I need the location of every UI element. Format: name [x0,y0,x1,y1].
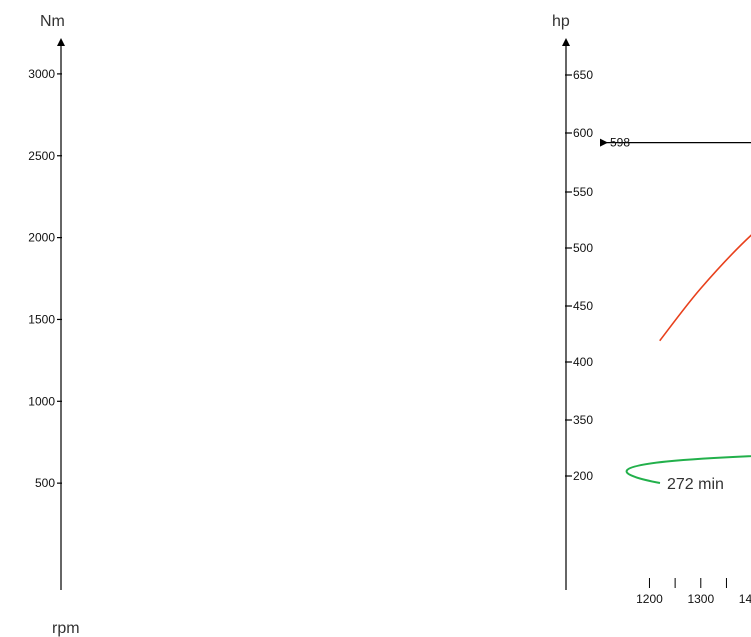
x-tick-label: 1200 [636,592,663,606]
x-axis-ticks: 1200130014001500160017001800190020002100 [636,578,751,606]
y-left-tick-label: 2000 [28,231,55,245]
first-gear-long-line [625,455,751,484]
y-axis-left-ticks: 500 1000 1500 2000 2500 3000 [28,67,62,490]
y-left-tick-label: 1500 [28,312,55,326]
y-left-tick-label: 1000 [28,394,55,408]
x-axis-title: rpm [52,620,80,637]
y-axis-left-title: Nm [40,13,65,30]
y-left-tick-label: 3000 [28,67,55,81]
top-power-arrow-head [600,138,608,147]
bottom-annotation-label: 272 min [667,476,724,493]
x-tick-label: 1400 [739,592,751,606]
torque-curve [659,234,751,342]
y-axis-right-arrow [562,38,570,46]
y-axis-right-ticks: 200 350 400 450 500 550 600 650 [565,68,593,483]
y-left-tick-label: 500 [35,476,55,490]
y-right-tick-label: 350 [573,413,593,427]
y-right-tick-label: 650 [573,68,593,82]
y-right-tick-label: 600 [573,126,593,140]
y-left-tick-label: 2500 [28,149,55,163]
y-right-tick-label: 450 [573,299,593,313]
y-axis-right-title: hp [552,13,570,30]
y-right-tick-label: 400 [573,355,593,369]
y-axis-left-arrow [57,38,65,46]
x-tick-label: 1300 [687,592,714,606]
top-power-arrow-label: 598 [610,136,630,150]
y-right-tick-label: 500 [573,241,593,255]
y-right-tick-label: 200 [573,469,593,483]
axes [57,38,570,590]
y-right-tick-label: 550 [573,185,593,199]
